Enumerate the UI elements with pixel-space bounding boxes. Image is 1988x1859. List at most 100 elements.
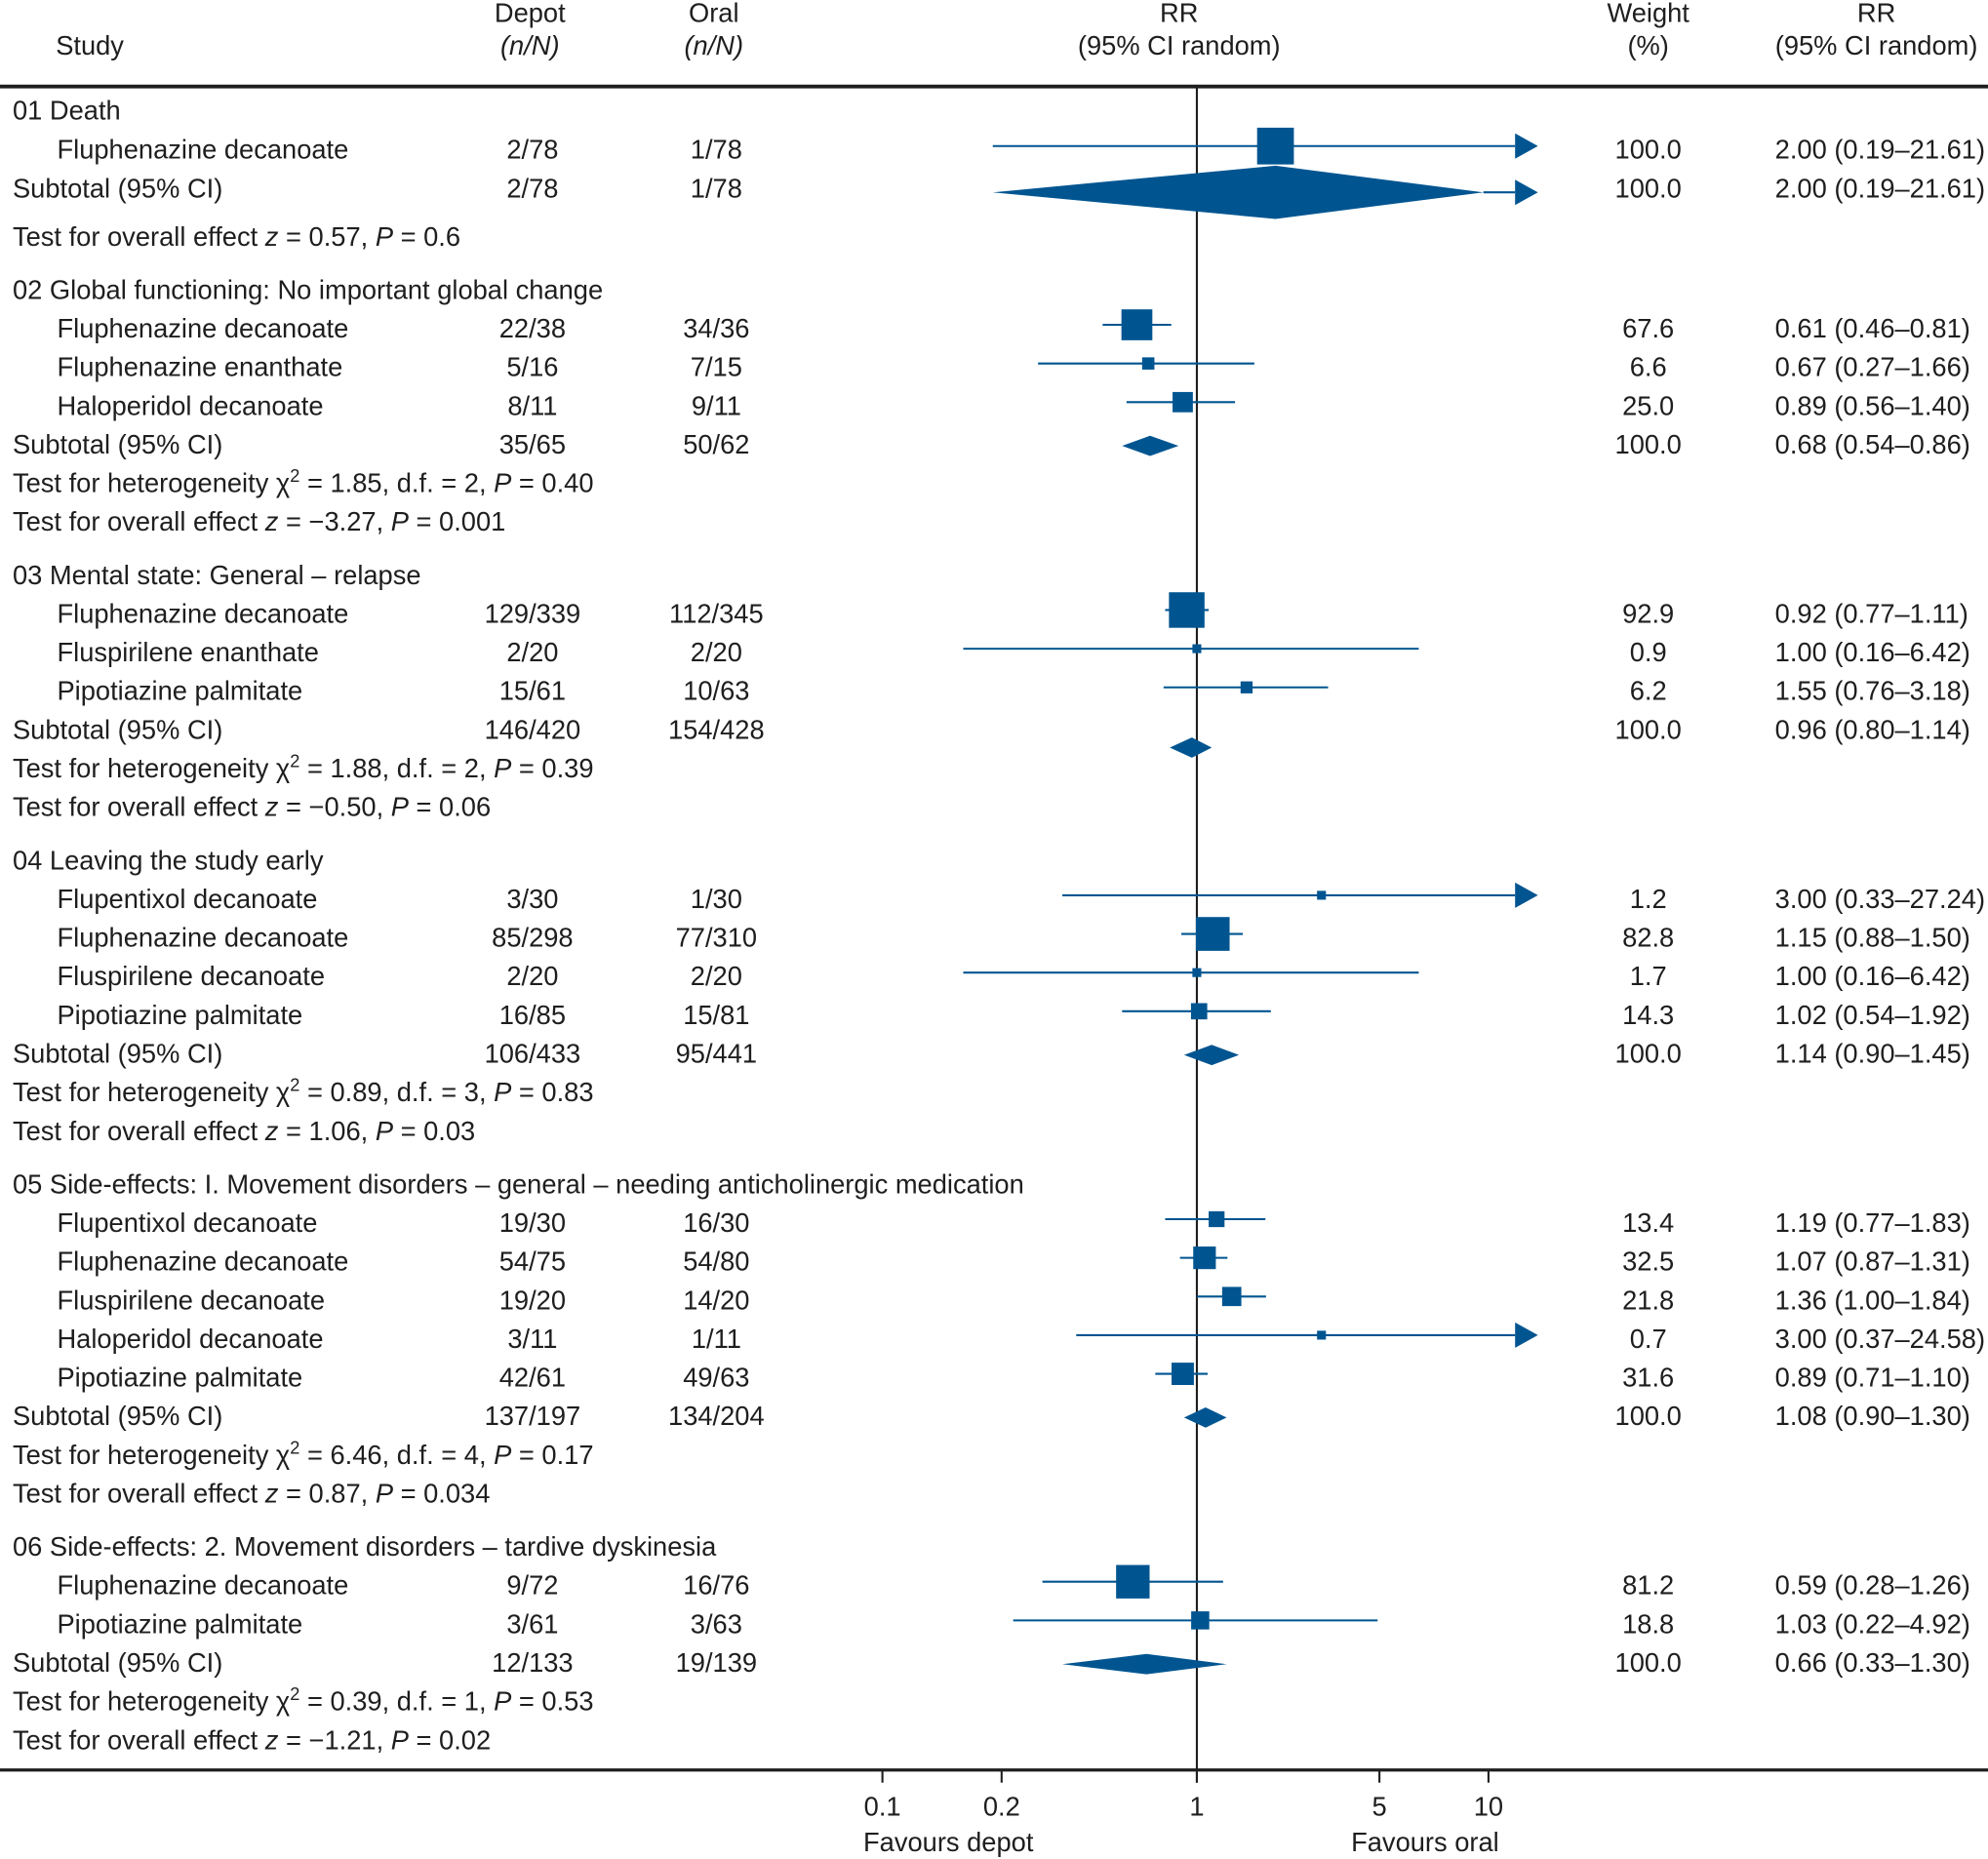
p-symbol: P bbox=[494, 753, 512, 783]
chi2-value: 6.46 bbox=[330, 1440, 381, 1470]
study-marker bbox=[1317, 1330, 1327, 1340]
study-rr-ci: 1.02 (0.54–1.92) bbox=[1775, 1000, 1970, 1030]
subtotal-label: Subtotal (95% CI) bbox=[13, 1401, 222, 1431]
z-symbol: z bbox=[258, 1478, 279, 1508]
depot-count: 2/20 bbox=[506, 637, 558, 667]
subtotal-oral: 19/139 bbox=[676, 1647, 757, 1678]
study-weight: 100.0 bbox=[1615, 135, 1682, 165]
chi2-value: 1.85 bbox=[330, 468, 381, 498]
subtotal-rr-ci: 0.68 (0.54–0.86) bbox=[1775, 429, 1970, 459]
header-rr-text-ci: (95% CI random) bbox=[1775, 30, 1978, 60]
study-weight: 1.2 bbox=[1630, 884, 1667, 914]
depot-count: 3/61 bbox=[506, 1608, 558, 1639]
oral-count: 7/15 bbox=[691, 352, 742, 382]
x-axis: 0.1 0.2 1 5 10 bbox=[864, 1769, 1503, 1822]
subtotal-diamond bbox=[1170, 737, 1213, 758]
group-title: 04 Leaving the study early bbox=[13, 845, 324, 875]
study-marker bbox=[1116, 1564, 1150, 1599]
z-value: −0.50 bbox=[309, 792, 377, 822]
heterogeneity-label: Test for heterogeneity bbox=[13, 1686, 269, 1717]
p-symbol: P bbox=[391, 1724, 410, 1755]
study-name: Fluphenazine enanthate bbox=[57, 352, 342, 382]
separator: , bbox=[361, 1116, 376, 1146]
df-label: , d.f. = bbox=[382, 1077, 464, 1107]
equals: = bbox=[299, 1077, 330, 1107]
study-rr-ci: 0.59 (0.28–1.26) bbox=[1775, 1570, 1970, 1601]
p-value: 0.001 bbox=[439, 506, 505, 536]
column-headers: Study Depot (n/N) Oral (n/N) RR (95% CI … bbox=[56, 0, 1977, 60]
p-symbol: P bbox=[494, 1077, 512, 1107]
study-rr-ci: 3.00 (0.37–24.58) bbox=[1775, 1324, 1985, 1354]
chi-squared-symbol: χ bbox=[268, 468, 290, 498]
subtotal-label: Subtotal (95% CI) bbox=[13, 1647, 222, 1678]
ci-arrow bbox=[1515, 882, 1538, 908]
separator: , bbox=[361, 1478, 376, 1508]
study-name: Pipotiazine palmitate bbox=[57, 1000, 302, 1030]
study-weight: 31.6 bbox=[1622, 1363, 1674, 1393]
depot-count: 16/85 bbox=[499, 1000, 566, 1030]
study-marker bbox=[1317, 890, 1327, 900]
df-value: 2 bbox=[464, 468, 479, 498]
depot-count: 3/11 bbox=[507, 1324, 557, 1354]
study-rr-ci: 0.89 (0.56–1.40) bbox=[1775, 390, 1970, 420]
study-name: Fluspirilene decanoate bbox=[57, 1285, 325, 1315]
oral-count: 16/76 bbox=[683, 1570, 749, 1601]
study-weight: 13.4 bbox=[1622, 1207, 1674, 1238]
oral-count: 10/63 bbox=[683, 676, 749, 706]
z-symbol: z bbox=[258, 506, 279, 536]
superscript-2: 2 bbox=[290, 1438, 299, 1457]
p-value: 0.83 bbox=[541, 1077, 593, 1107]
depot-count: 5/16 bbox=[506, 352, 558, 382]
equals: = bbox=[278, 221, 308, 252]
ci-arrow bbox=[1515, 179, 1538, 206]
study-rr-ci: 1.07 (0.87–1.31) bbox=[1775, 1246, 1970, 1277]
heterogeneity-test: Test for heterogeneity χ2 = 1.88, d.f. =… bbox=[13, 752, 594, 783]
study-rr-ci: 0.61 (0.46–0.81) bbox=[1775, 313, 1970, 343]
oral-count: 1/30 bbox=[691, 884, 742, 914]
p-value: 0.034 bbox=[423, 1478, 490, 1508]
subtotal-weight: 100.0 bbox=[1615, 173, 1682, 203]
study-weight: 0.9 bbox=[1630, 637, 1667, 667]
chi2-value: 1.88 bbox=[330, 753, 381, 783]
equals: = bbox=[409, 792, 439, 822]
oral-count: 112/345 bbox=[669, 598, 764, 628]
study-weight: 14.3 bbox=[1622, 1000, 1674, 1030]
x-tick-label: 1 bbox=[1189, 1792, 1204, 1822]
study-name: Pipotiazine palmitate bbox=[57, 1363, 302, 1393]
superscript-2: 2 bbox=[290, 1076, 299, 1095]
z-value: −3.27 bbox=[309, 506, 377, 536]
chi2-value: 0.89 bbox=[330, 1077, 381, 1107]
equals: = bbox=[393, 1116, 423, 1146]
overall-effect-label: Test for overall effect bbox=[13, 506, 258, 536]
x-tick-label: 5 bbox=[1372, 1792, 1387, 1822]
oral-count: 15/81 bbox=[683, 1000, 749, 1030]
study-weight: 1.7 bbox=[1630, 961, 1667, 991]
oral-count: 9/11 bbox=[692, 390, 741, 420]
equals: = bbox=[511, 1440, 541, 1470]
study-name: Flupentixol decanoate bbox=[57, 1207, 317, 1238]
study-rr-ci: 3.00 (0.33–27.24) bbox=[1775, 884, 1985, 914]
overall-effect-label: Test for overall effect bbox=[13, 1478, 258, 1508]
study-weight: 82.8 bbox=[1622, 923, 1674, 953]
overall-effect-test: Test for overall effect z = 1.06, P = 0.… bbox=[13, 1116, 475, 1146]
equals: = bbox=[393, 221, 423, 252]
equals: = bbox=[278, 1116, 308, 1146]
study-weight: 67.6 bbox=[1622, 313, 1674, 343]
group-title: 02 Global functioning: No important glob… bbox=[13, 274, 603, 304]
z-value: 0.87 bbox=[309, 1478, 361, 1508]
separator: , bbox=[479, 468, 494, 498]
superscript-2: 2 bbox=[290, 1684, 299, 1704]
chi-squared-symbol: χ bbox=[268, 1686, 290, 1717]
depot-count: 15/61 bbox=[499, 676, 566, 706]
study-name: Pipotiazine palmitate bbox=[57, 1608, 302, 1639]
equals: = bbox=[299, 1686, 330, 1717]
study-rr-ci: 1.15 (0.88–1.50) bbox=[1775, 923, 1970, 953]
subtotal-depot: 146/420 bbox=[485, 714, 581, 744]
heterogeneity-test: Test for heterogeneity χ2 = 0.39, d.f. =… bbox=[13, 1684, 594, 1716]
study-weight: 21.8 bbox=[1622, 1285, 1674, 1315]
study-rr-ci: 1.00 (0.16–6.42) bbox=[1775, 961, 1970, 991]
header-rr-plot-ci: (95% CI random) bbox=[1078, 30, 1281, 60]
study-name: Fluphenazine decanoate bbox=[57, 313, 348, 343]
p-value: 0.02 bbox=[439, 1724, 491, 1755]
study-name: Haloperidol decanoate bbox=[57, 390, 323, 420]
